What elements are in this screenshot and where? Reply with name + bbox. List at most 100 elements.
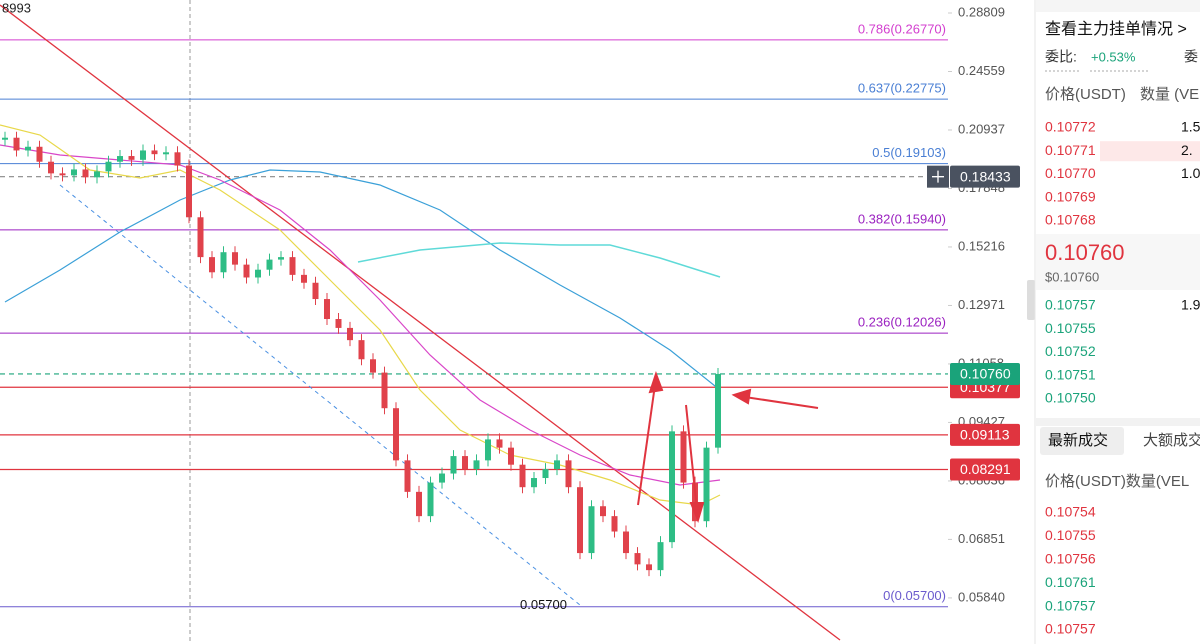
- candle: [577, 487, 583, 554]
- candle: [370, 359, 376, 373]
- tab[interactable]: 最新成交: [1048, 431, 1108, 449]
- candle: [140, 150, 146, 160]
- candle: [94, 171, 100, 178]
- fib-label: 0.637(0.22775): [858, 81, 946, 96]
- candle: [71, 169, 77, 176]
- candle: [416, 491, 422, 517]
- candle: [600, 506, 606, 517]
- last-bg: [1036, 234, 1200, 290]
- candle: [473, 460, 480, 470]
- candle: [358, 340, 365, 360]
- candle: [255, 269, 261, 278]
- book-price: 0.10751: [1045, 366, 1096, 382]
- candle: [13, 137, 20, 151]
- price-axis: [948, 0, 1030, 644]
- candle: [25, 146, 31, 151]
- candle: [243, 264, 250, 278]
- candle: [312, 282, 319, 300]
- row-highlight: [1100, 141, 1200, 162]
- book-price: 0.10757: [1045, 297, 1096, 313]
- last-price-usd: $0.10760: [1045, 269, 1099, 284]
- candle: [427, 482, 434, 517]
- candle: [542, 469, 549, 479]
- candle: [151, 150, 158, 155]
- tab[interactable]: 大额成交: [1143, 431, 1200, 449]
- price-tag: [950, 423, 1020, 446]
- book-qty: 1.0: [1181, 165, 1200, 181]
- y-tick-label: 0.28809: [958, 4, 1005, 19]
- candle: [163, 152, 169, 155]
- price-tag-label: 0.10760: [960, 366, 1011, 382]
- trade-price: 0.10757: [1045, 597, 1096, 613]
- candle: [117, 156, 123, 162]
- y-tick-label: 0.06851: [958, 531, 1005, 546]
- trade-price: 0.10756: [1045, 551, 1096, 567]
- fib-label: 0.786(0.26770): [858, 21, 946, 36]
- trade-price: 0.10754: [1045, 504, 1096, 520]
- price-tag: [950, 362, 1020, 385]
- price-tag-label: 0.18433: [960, 168, 1011, 184]
- candle: [289, 257, 296, 275]
- book-header: 价格(USDT): [1045, 86, 1126, 103]
- divider-band: [1036, 418, 1200, 426]
- candle: [59, 173, 66, 176]
- fib-label: 0.5(0.19103): [872, 145, 946, 160]
- top-left-label: 8993: [2, 0, 31, 15]
- tab-active-bg: [1040, 427, 1124, 455]
- trades-header: 价格(USDT)数量(VEL: [1045, 473, 1189, 490]
- book-price: 0.10752: [1045, 343, 1096, 359]
- candle: [220, 252, 227, 273]
- low-label: 0.05700: [520, 597, 567, 612]
- candle: [519, 464, 526, 488]
- candle: [611, 516, 618, 532]
- book-price: 0.10771: [1045, 142, 1096, 158]
- candle: [657, 542, 664, 571]
- trade-price: 0.10761: [1045, 574, 1096, 590]
- book-qty: 1.9: [1181, 297, 1200, 313]
- price-tag: [950, 458, 1020, 481]
- candle: [278, 257, 284, 260]
- y-tick-label: 0.05840: [958, 589, 1005, 604]
- book-header: 数量 (VE: [1140, 86, 1199, 103]
- y-tick-label: 0.15216: [958, 238, 1005, 253]
- fib-label: 0.236(0.12026): [858, 315, 946, 330]
- panel-title[interactable]: 查看主力挂单情况 >: [1045, 20, 1187, 38]
- candle: [554, 460, 560, 470]
- candle: [715, 373, 721, 448]
- candle: [623, 531, 629, 554]
- candle: [588, 506, 595, 554]
- book-price: 0.10772: [1045, 119, 1096, 135]
- toolbar: [1036, 0, 1200, 12]
- candle: [381, 372, 388, 409]
- book-qty: 1.5: [1181, 119, 1200, 135]
- y-tick-label: 0.12971: [958, 297, 1005, 312]
- last-price: 0.10760: [1045, 240, 1125, 265]
- candle: [105, 161, 112, 172]
- trade-price: 0.10757: [1045, 621, 1096, 637]
- crosshair-icon: [932, 170, 944, 183]
- candle: [266, 259, 273, 270]
- candle: [186, 165, 192, 218]
- candle: [692, 482, 698, 522]
- panel-bg: [1036, 0, 1200, 644]
- y-tick-label: 0.24559: [958, 63, 1005, 78]
- candle: [232, 252, 238, 265]
- candle: [531, 478, 537, 488]
- ratio-label: 委比:: [1045, 49, 1077, 65]
- candle: [634, 553, 641, 565]
- candle: [128, 156, 135, 160]
- ma-line: [4, 169, 721, 391]
- candle: [565, 460, 572, 488]
- candle: [48, 161, 54, 174]
- candle: [404, 460, 411, 492]
- ma-line: [0, 124, 721, 506]
- candle: [174, 152, 181, 166]
- candle: [301, 274, 307, 283]
- ma-line: [357, 242, 721, 278]
- splitter: [1027, 280, 1035, 320]
- candle: [197, 217, 204, 258]
- candle: [335, 319, 342, 328]
- trade-price: 0.10755: [1045, 527, 1096, 543]
